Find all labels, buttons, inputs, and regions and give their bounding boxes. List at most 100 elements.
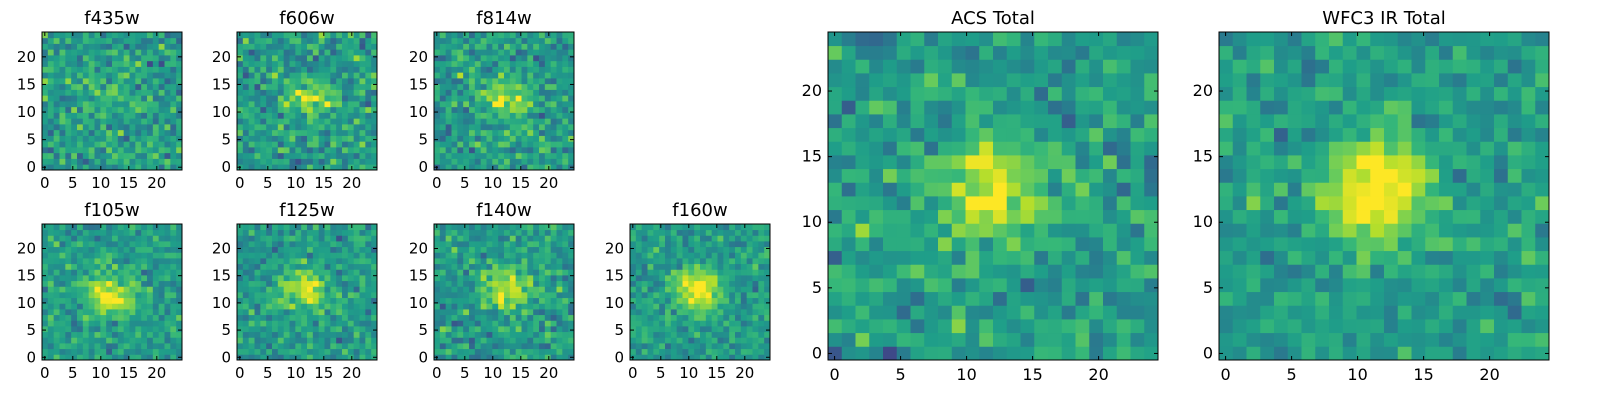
heatmap-cell bbox=[82, 269, 90, 276]
heatmap-cell bbox=[301, 314, 308, 321]
heatmap-cell bbox=[498, 101, 505, 108]
heatmap-cell bbox=[1116, 305, 1131, 320]
heatmap-cell bbox=[1103, 59, 1118, 74]
heatmap-cell bbox=[65, 60, 72, 67]
heatmap-cell bbox=[100, 252, 107, 259]
heatmap-cell bbox=[924, 141, 939, 156]
heatmap-cell bbox=[141, 147, 148, 154]
heatmap-cell bbox=[746, 229, 753, 236]
y-tick-label: 15 bbox=[212, 75, 231, 93]
y-tick-label: 0 bbox=[812, 343, 822, 362]
heatmap-cell bbox=[301, 72, 308, 79]
heatmap-cell bbox=[474, 303, 482, 310]
heatmap-cell bbox=[371, 66, 378, 73]
heatmap-cell bbox=[248, 309, 255, 316]
heatmap-cell bbox=[474, 229, 482, 236]
heatmap-cell bbox=[562, 269, 569, 276]
heatmap-cell bbox=[562, 252, 569, 259]
heatmap-cell bbox=[486, 354, 493, 361]
heatmap-cell bbox=[539, 158, 546, 165]
heatmap-cell bbox=[242, 309, 250, 316]
heatmap-cell bbox=[123, 275, 130, 282]
heatmap-cell bbox=[682, 229, 689, 236]
heatmap-cell bbox=[135, 314, 142, 321]
heatmap-cell bbox=[1103, 45, 1118, 60]
heatmap-cell bbox=[758, 252, 765, 259]
heatmap-cell bbox=[353, 229, 360, 236]
heatmap-cell bbox=[129, 101, 136, 108]
heatmap-cell bbox=[272, 263, 279, 270]
heatmap-cell bbox=[556, 158, 563, 165]
heatmap-cell bbox=[504, 354, 511, 361]
heatmap-cell bbox=[242, 252, 250, 259]
heatmap-cell bbox=[88, 89, 95, 96]
heatmap-cell bbox=[630, 343, 637, 350]
heatmap-cell bbox=[1048, 127, 1063, 142]
heatmap-cell bbox=[469, 235, 476, 242]
heatmap-cell bbox=[112, 246, 119, 253]
heatmap-cell bbox=[147, 106, 154, 113]
heatmap-cell bbox=[77, 43, 84, 50]
heatmap-cell bbox=[277, 78, 285, 85]
heatmap-cell bbox=[277, 252, 285, 259]
heatmap-cell bbox=[521, 297, 528, 304]
heatmap-cell bbox=[486, 124, 493, 131]
heatmap-cell bbox=[100, 60, 107, 67]
heatmap-cell bbox=[828, 196, 843, 211]
heatmap-cell bbox=[676, 235, 683, 242]
heatmap-cell bbox=[129, 235, 136, 242]
heatmap-cell bbox=[509, 297, 517, 304]
heatmap-cell bbox=[266, 37, 273, 44]
heatmap-cell bbox=[307, 280, 314, 287]
heatmap-cell bbox=[47, 309, 55, 316]
heatmap-cell bbox=[272, 229, 279, 236]
heatmap-cell bbox=[735, 224, 742, 231]
heatmap-cell bbox=[147, 269, 154, 276]
heatmap-cell bbox=[283, 297, 290, 304]
heatmap-cell bbox=[550, 118, 557, 125]
heatmap-cell bbox=[129, 331, 136, 338]
heatmap-cell bbox=[237, 286, 244, 293]
heatmap-cell bbox=[59, 286, 66, 293]
heatmap-cell bbox=[504, 314, 511, 321]
heatmap-cell bbox=[469, 269, 476, 276]
heatmap-cell bbox=[740, 252, 748, 259]
heatmap-cell bbox=[1260, 319, 1275, 334]
heatmap-cell bbox=[659, 348, 666, 355]
heatmap-cell bbox=[254, 118, 261, 125]
heatmap-cell bbox=[641, 224, 648, 231]
heatmap-cell bbox=[740, 343, 748, 350]
heatmap-cell bbox=[896, 223, 911, 238]
heatmap-cell bbox=[42, 78, 49, 85]
heatmap-cell bbox=[1480, 346, 1495, 361]
heatmap-cell bbox=[301, 303, 308, 310]
heatmap-cell bbox=[705, 297, 713, 304]
heatmap-cell bbox=[717, 297, 724, 304]
heatmap-cell bbox=[550, 55, 557, 62]
heatmap-cell bbox=[711, 309, 718, 316]
heatmap-cell bbox=[141, 275, 148, 282]
heatmap-cell bbox=[504, 66, 511, 73]
heatmap-cell bbox=[764, 224, 771, 231]
heatmap-cell bbox=[717, 331, 724, 338]
heatmap-cell bbox=[1089, 209, 1104, 224]
heatmap-cell bbox=[112, 348, 119, 355]
heatmap-cell bbox=[521, 106, 528, 113]
heatmap-cell bbox=[515, 43, 522, 50]
heatmap-cell bbox=[965, 196, 980, 211]
heatmap-cell bbox=[676, 343, 683, 350]
heatmap-cell bbox=[533, 78, 540, 85]
heatmap-cell bbox=[94, 164, 101, 171]
heatmap-cell bbox=[869, 250, 884, 265]
heatmap-cell bbox=[752, 252, 759, 259]
heatmap-cell bbox=[451, 32, 458, 39]
heatmap-cell bbox=[717, 314, 724, 321]
heatmap-cell bbox=[248, 66, 255, 73]
heatmap-cell bbox=[993, 209, 1008, 224]
heatmap-cell bbox=[266, 263, 273, 270]
heatmap-cell bbox=[277, 158, 285, 165]
heatmap-cell bbox=[463, 164, 470, 171]
heatmap-cell bbox=[248, 78, 255, 85]
heatmap-cell bbox=[1006, 59, 1021, 74]
heatmap-cell bbox=[307, 66, 314, 73]
